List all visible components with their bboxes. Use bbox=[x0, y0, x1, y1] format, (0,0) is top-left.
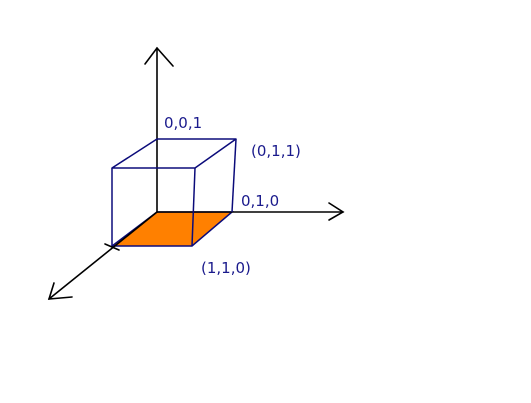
cube-edge-vertical-front-right bbox=[191, 167, 196, 247]
axes bbox=[47, 46, 345, 300]
label-011: (0,1,1) bbox=[251, 142, 301, 160]
z-axis-arrowhead bbox=[144, 46, 174, 67]
cube-top-face bbox=[111, 138, 237, 169]
y-axis-arrowhead bbox=[328, 202, 345, 221]
x-axis-arrowhead bbox=[47, 282, 73, 300]
shaded-bottom-face bbox=[109, 211, 235, 247]
x-axis bbox=[48, 211, 158, 300]
label-110: (1,1,0) bbox=[201, 259, 251, 277]
label-001: 0,0,1 bbox=[164, 114, 202, 132]
cube-edges bbox=[111, 138, 237, 247]
x-axis-tick bbox=[104, 243, 120, 251]
label-010: 0,1,0 bbox=[241, 192, 279, 210]
cube-edge-vertical-back-right bbox=[231, 138, 237, 213]
